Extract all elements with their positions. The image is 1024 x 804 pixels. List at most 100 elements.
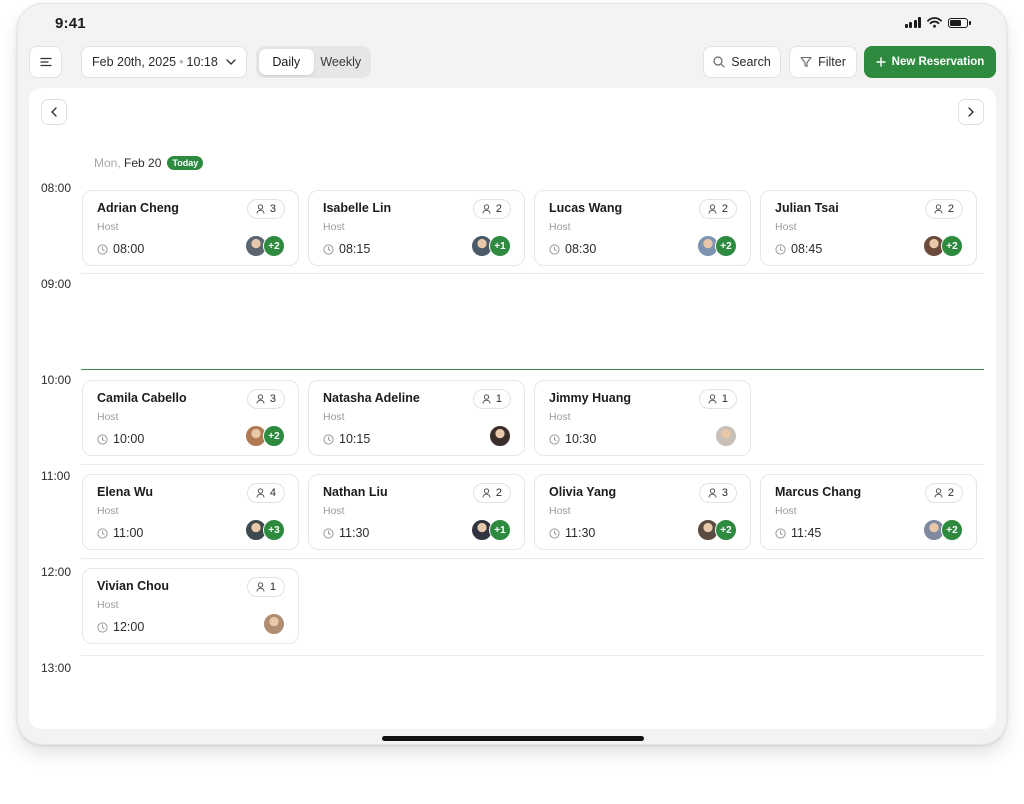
guest-role: Host <box>97 411 119 423</box>
reservation-time: 10:00 <box>97 432 144 446</box>
reservation-card[interactable]: Adrian Cheng Host 08:00 3 +2 <box>82 190 299 266</box>
status-time: 9:41 <box>55 15 86 32</box>
reservation-card[interactable]: Isabelle Lin Host 08:15 2 +1 <box>308 190 525 266</box>
reservation-card[interactable]: Natasha Adeline Host 10:15 1 <box>308 380 525 456</box>
hour-divider <box>81 655 984 656</box>
guest-name: Nathan Liu <box>323 485 388 499</box>
party-size-badge: 3 <box>246 389 285 409</box>
person-icon <box>482 394 491 404</box>
reservation-card[interactable]: Jimmy Huang Host 10:30 1 <box>534 380 751 456</box>
person-icon <box>256 488 265 498</box>
person-icon <box>482 488 491 498</box>
clock-icon <box>775 243 786 255</box>
guest-role: Host <box>97 221 119 233</box>
person-icon <box>256 582 265 592</box>
guest-avatars: +2 <box>245 425 285 447</box>
guest-name: Isabelle Lin <box>323 201 392 215</box>
guest-name: Lucas Wang <box>549 201 623 215</box>
weekly-tab[interactable]: Weekly <box>320 55 362 69</box>
guest-name: Adrian Cheng <box>97 201 179 215</box>
reservation-card[interactable]: Nathan Liu Host 11:30 2 +1 <box>308 474 525 550</box>
clock-icon <box>97 243 108 255</box>
guest-name: Olivia Yang <box>549 485 617 499</box>
party-size-badge: 1 <box>698 389 737 409</box>
extra-guests-badge: +2 <box>263 425 285 447</box>
hour-divider <box>81 558 984 559</box>
date-picker-button[interactable]: Feb 20th, 2025 • 10:18 <box>81 46 247 78</box>
extra-guests-badge: +3 <box>263 519 285 541</box>
guest-avatars: +2 <box>923 519 963 541</box>
date-display: Feb 20th, 2025 • 10:18 <box>92 55 218 69</box>
guest-avatars: +2 <box>923 235 963 257</box>
guest-name: Julian Tsai <box>775 201 839 215</box>
party-size-badge: 2 <box>924 483 963 503</box>
reservation-card[interactable]: Lucas Wang Host 08:30 2 +2 <box>534 190 751 266</box>
reservation-card[interactable]: Elena Wu Host 11:00 4 +3 <box>82 474 299 550</box>
hour-label: 11:00 <box>41 469 71 483</box>
guest-role: Host <box>775 505 797 517</box>
hour-label: 10:00 <box>41 373 72 387</box>
person-icon <box>708 488 717 498</box>
guest-role: Host <box>323 505 345 517</box>
guest-name: Camila Cabello <box>97 391 187 405</box>
hour-label: 13:00 <box>41 661 72 675</box>
avatar <box>263 613 285 635</box>
extra-guests-badge: +2 <box>715 235 737 257</box>
next-day-button[interactable] <box>958 99 984 125</box>
party-size-badge: 3 <box>246 199 285 219</box>
guest-avatars: +1 <box>471 519 511 541</box>
clock-icon <box>549 527 560 539</box>
new-reservation-button[interactable]: New Reservation <box>864 46 996 78</box>
reservation-card[interactable]: Camila Cabello Host 10:00 3 +2 <box>82 380 299 456</box>
guest-avatars: +2 <box>697 235 737 257</box>
person-icon <box>708 394 717 404</box>
search-icon <box>713 56 725 68</box>
party-size-badge: 2 <box>924 199 963 219</box>
clock-icon <box>549 243 560 255</box>
extra-guests-badge: +1 <box>489 519 511 541</box>
guest-avatars: +2 <box>245 235 285 257</box>
day-date: Mon, Feb 20 <box>94 156 162 170</box>
guest-avatars: +1 <box>471 235 511 257</box>
view-toggle: Daily Weekly <box>256 46 371 78</box>
reservation-time: 10:30 <box>549 432 596 446</box>
guest-avatars <box>489 425 511 447</box>
person-icon <box>482 204 491 214</box>
guest-role: Host <box>549 505 571 517</box>
clock-icon <box>97 621 108 633</box>
chevron-right-icon <box>968 107 974 117</box>
reservation-card[interactable]: Marcus Chang Host 11:45 2 +2 <box>760 474 977 550</box>
reservation-card[interactable]: Vivian Chou Host 12:00 1 <box>82 568 299 644</box>
hour-label: 12:00 <box>41 565 72 579</box>
chevron-left-icon <box>51 107 57 117</box>
extra-guests-badge: +2 <box>941 235 963 257</box>
reservation-time: 12:00 <box>97 620 144 634</box>
party-size-badge: 2 <box>698 199 737 219</box>
menu-icon <box>39 57 52 67</box>
guest-name: Elena Wu <box>97 485 154 499</box>
reservation-time: 11:00 <box>97 526 143 540</box>
guest-avatars: +2 <box>697 519 737 541</box>
party-size-badge: 1 <box>246 577 285 597</box>
previous-day-button[interactable] <box>41 99 67 125</box>
guest-name: Vivian Chou <box>97 579 170 593</box>
daily-tab[interactable]: Daily <box>259 49 314 75</box>
extra-guests-badge: +2 <box>715 519 737 541</box>
filter-button[interactable]: Filter <box>789 46 857 78</box>
party-size-badge: 1 <box>472 389 511 409</box>
extra-guests-badge: +1 <box>489 235 511 257</box>
menu-button[interactable] <box>29 46 62 78</box>
chevron-down-icon <box>226 59 236 65</box>
clock-icon <box>323 433 334 445</box>
search-button[interactable]: Search <box>703 46 781 78</box>
reservation-card[interactable]: Julian Tsai Host 08:45 2 +2 <box>760 190 977 266</box>
reservation-card[interactable]: Olivia Yang Host 11:30 3 +2 <box>534 474 751 550</box>
party-size-badge: 2 <box>472 483 511 503</box>
reservation-time: 11:30 <box>549 526 595 540</box>
day-header: Mon, Feb 20 Today <box>94 156 204 170</box>
avatar <box>715 425 737 447</box>
hour-label: 09:00 <box>41 277 72 291</box>
wifi-icon <box>927 17 942 28</box>
hour-label: 08:00 <box>41 181 72 195</box>
clock-icon <box>97 433 108 445</box>
